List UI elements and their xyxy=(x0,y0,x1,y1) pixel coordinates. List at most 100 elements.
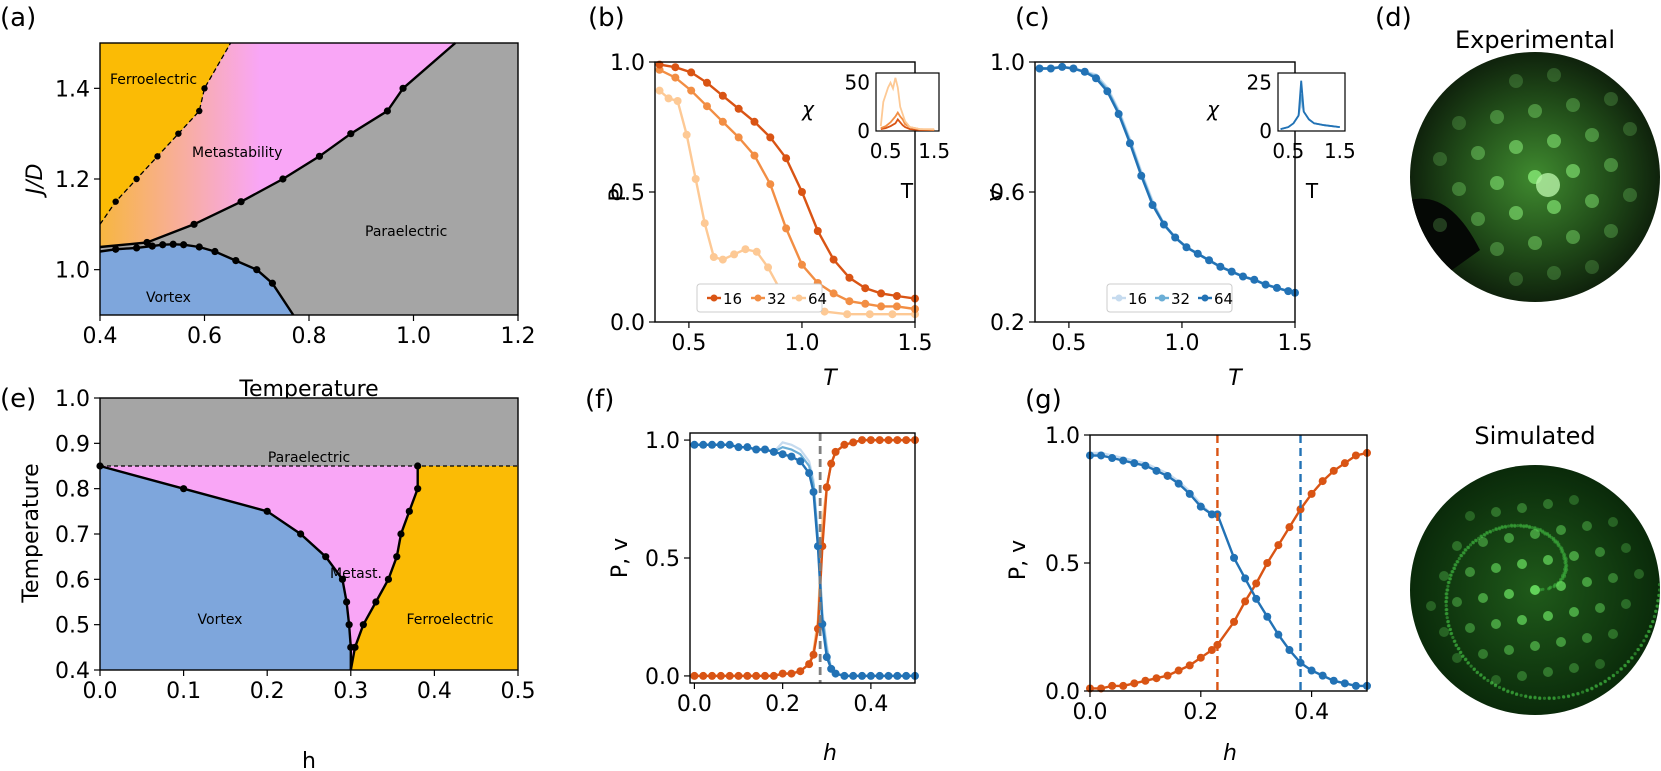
data-point-16 xyxy=(861,284,870,293)
x-axis-label: T xyxy=(823,366,838,391)
data-point-v xyxy=(1141,461,1150,470)
noise-dot xyxy=(1456,560,1460,564)
y-tick-label: 1.0 xyxy=(55,259,90,284)
noise-dot xyxy=(1650,619,1655,624)
data-point-16 xyxy=(892,292,901,300)
y-tick-label: 0.5 xyxy=(610,181,645,206)
noise-dot xyxy=(1491,528,1495,532)
x-tick-label: 0.5 xyxy=(501,679,536,704)
data-point-v xyxy=(902,671,911,680)
data-point-P xyxy=(1252,579,1261,588)
boundary-point xyxy=(405,507,413,515)
data-point-P xyxy=(893,436,902,445)
boundary-point xyxy=(180,241,188,249)
data-point-P xyxy=(716,671,725,680)
boundary-point xyxy=(232,257,240,265)
data-point-P xyxy=(1207,646,1216,655)
noise-dot xyxy=(1448,577,1452,581)
data-point-v xyxy=(884,671,893,680)
data-point-64 xyxy=(752,247,761,256)
data-point-64 xyxy=(1250,275,1259,284)
noise-dot xyxy=(1626,659,1630,664)
inset-frame xyxy=(875,72,940,132)
boundary-point xyxy=(397,530,405,538)
legend-marker xyxy=(710,294,718,302)
noise-dot xyxy=(1562,556,1566,560)
noise-dot xyxy=(1483,533,1487,537)
data-point-64 xyxy=(1159,220,1168,229)
noise-dot xyxy=(1553,582,1557,587)
boundary-point xyxy=(175,130,182,137)
diffraction-spot xyxy=(1426,601,1436,611)
noise-dot xyxy=(1556,543,1560,547)
diffraction-spot xyxy=(1585,194,1599,208)
diffraction-spot xyxy=(1582,577,1592,587)
legend-marker xyxy=(1115,294,1123,302)
data-point-v xyxy=(1274,630,1283,639)
data-point-64 xyxy=(1148,201,1157,209)
noise-dot xyxy=(1657,593,1660,598)
boundary-point xyxy=(315,152,324,160)
data-point-v xyxy=(699,440,708,449)
diffraction-spot xyxy=(1530,585,1540,595)
data-point-P xyxy=(734,671,743,680)
x-tick-label: 0.0 xyxy=(1073,700,1108,725)
y-axis-label: J/D xyxy=(23,164,48,199)
noise-dot xyxy=(1446,619,1450,624)
diffraction-spot xyxy=(1509,272,1523,286)
x-tick-label: 0.5 xyxy=(671,331,706,356)
x-axis-label: h xyxy=(302,749,316,771)
data-point-64 xyxy=(673,97,682,105)
data-point-64 xyxy=(1046,64,1055,73)
noise-dot xyxy=(1452,566,1457,571)
data-point-P xyxy=(690,671,699,680)
boundary-point xyxy=(347,130,355,138)
diffraction-spot xyxy=(1582,521,1592,531)
diffraction-spot xyxy=(1595,659,1605,669)
y-tick-label: 1.2 xyxy=(55,168,90,193)
data-point-v xyxy=(866,671,875,680)
data-point-v xyxy=(1318,671,1327,680)
noise-dot xyxy=(1652,614,1657,619)
noise-dot xyxy=(1502,687,1506,691)
data-point-16 xyxy=(671,63,680,72)
data-point-P xyxy=(822,483,831,492)
data-point-v xyxy=(1263,612,1272,621)
region-vortex xyxy=(100,244,294,315)
inset-line-64 xyxy=(879,77,935,130)
x-tick-label: 0.8 xyxy=(292,324,327,349)
y-tick-label: 0.6 xyxy=(55,568,90,593)
data-point-P xyxy=(1152,674,1161,683)
y-tick-label: 0.8 xyxy=(55,478,90,503)
data-point-v xyxy=(787,452,796,461)
diffraction-spot xyxy=(1465,567,1475,577)
data-point-P xyxy=(1307,489,1316,498)
data-point-64 xyxy=(1261,280,1270,289)
simulated-spots xyxy=(1426,495,1660,701)
data-point-P xyxy=(1141,676,1150,685)
noise-dot xyxy=(1538,528,1542,533)
data-point-P xyxy=(743,671,752,680)
boundary-point xyxy=(253,266,261,274)
data-point-64 xyxy=(655,86,664,95)
series-line-v xyxy=(694,443,915,678)
noise-dot xyxy=(1576,691,1580,696)
data-point-P xyxy=(866,436,875,445)
data-point-64 xyxy=(691,175,700,183)
diffraction-spot xyxy=(1517,503,1527,513)
x-tick-label: 0.4 xyxy=(853,692,888,717)
noise-dot xyxy=(1522,525,1526,529)
region-metastability xyxy=(100,43,456,247)
noise-dot xyxy=(1644,634,1648,638)
diffraction-spot xyxy=(1566,164,1580,178)
data-point-P xyxy=(1274,541,1283,550)
data-point-64 xyxy=(1272,283,1281,292)
data-point-32 xyxy=(797,260,806,269)
data-point-P xyxy=(827,459,836,468)
noise-dot xyxy=(1506,524,1511,528)
x-tick-label: 0.2 xyxy=(765,692,800,717)
data-point-64 xyxy=(682,130,691,139)
data-point-64 xyxy=(1058,62,1067,71)
x-tick-label: 0.4 xyxy=(1294,700,1329,725)
